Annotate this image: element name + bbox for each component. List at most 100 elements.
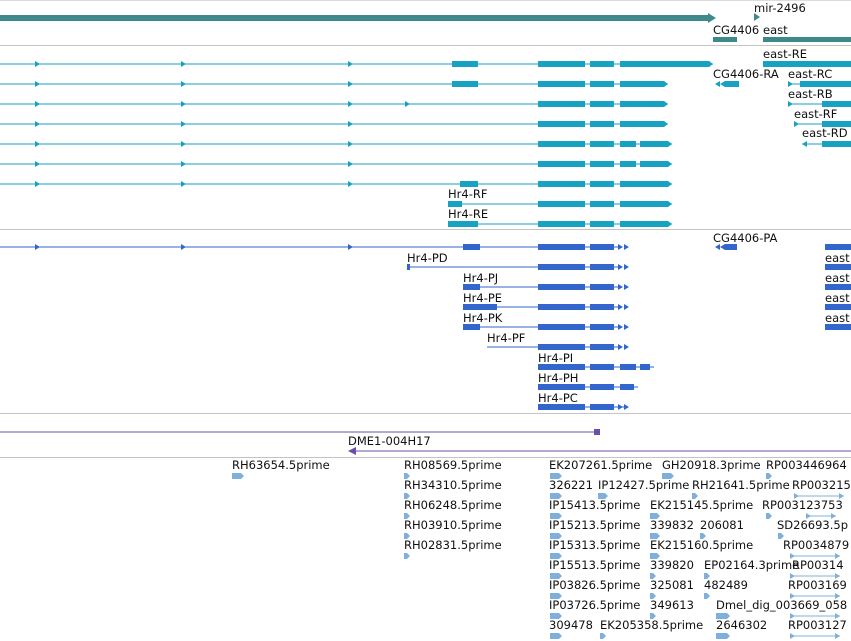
exon-block[interactable] bbox=[590, 101, 614, 107]
exon-block[interactable] bbox=[590, 161, 614, 167]
est-label[interactable]: RH63654.5prime bbox=[232, 458, 330, 472]
protein-label-east[interactable]: east bbox=[825, 271, 850, 285]
est-block[interactable] bbox=[650, 533, 660, 539]
exon-block[interactable] bbox=[538, 121, 585, 127]
est-label[interactable]: IP12427.5prime bbox=[598, 478, 690, 492]
est-label[interactable]: RH02831.5prime bbox=[404, 538, 502, 552]
exon-block[interactable] bbox=[538, 181, 585, 187]
protein-label[interactable]: Hr4-PI bbox=[538, 351, 574, 365]
est-block[interactable] bbox=[550, 553, 562, 559]
est-label[interactable]: RH06248.5prime bbox=[404, 498, 502, 512]
est-label[interactable]: GH20918.3prime bbox=[662, 458, 761, 472]
est-label[interactable]: RP003127 bbox=[788, 618, 847, 632]
protein-label[interactable]: Hr4-PD bbox=[407, 251, 448, 265]
est-block[interactable] bbox=[704, 593, 710, 599]
transcript-label[interactable]: Hr4-RF bbox=[448, 187, 488, 201]
est-label[interactable]: RH21641.5prime bbox=[692, 478, 790, 492]
cg4406-gene-feature[interactable] bbox=[713, 37, 737, 42]
cds-block[interactable] bbox=[538, 364, 585, 370]
cds-block[interactable] bbox=[538, 244, 585, 250]
protein-label[interactable]: Hr4-PE bbox=[463, 291, 503, 305]
transcript-label[interactable]: east-RF bbox=[794, 107, 838, 121]
transcript-label[interactable]: east-RD bbox=[802, 126, 848, 140]
exon-block[interactable] bbox=[620, 81, 668, 87]
est-block[interactable] bbox=[404, 473, 410, 479]
cds-block[interactable] bbox=[590, 304, 614, 310]
east-gene-feature[interactable] bbox=[763, 37, 851, 42]
est-block[interactable] bbox=[650, 553, 660, 559]
cds-block[interactable] bbox=[590, 384, 614, 390]
cds-block[interactable] bbox=[538, 384, 585, 390]
exon-block[interactable] bbox=[538, 81, 585, 87]
exon-block[interactable] bbox=[590, 141, 614, 147]
cds-block[interactable] bbox=[590, 344, 614, 350]
est-label[interactable]: IP15313.5prime bbox=[549, 538, 641, 552]
est-block[interactable] bbox=[550, 473, 562, 479]
est-label[interactable]: SD26693.5p bbox=[777, 518, 849, 532]
est-label[interactable]: 339820 bbox=[650, 558, 694, 572]
est-block[interactable] bbox=[550, 613, 562, 619]
exon-block[interactable] bbox=[620, 181, 672, 187]
east-cds-block[interactable] bbox=[825, 324, 851, 330]
cds-block[interactable] bbox=[620, 364, 636, 370]
exon-block[interactable] bbox=[620, 161, 636, 167]
feature-label-mir[interactable]: mir-2496 bbox=[754, 1, 806, 15]
east-cds-block[interactable] bbox=[825, 284, 851, 290]
exon-block[interactable] bbox=[620, 221, 672, 227]
est-block[interactable] bbox=[700, 533, 706, 539]
est-block[interactable] bbox=[662, 473, 674, 479]
protein-label[interactable]: Hr4-PH bbox=[538, 371, 579, 385]
protein-label-east[interactable]: east bbox=[825, 291, 850, 305]
cds-block[interactable] bbox=[538, 304, 585, 310]
est-label[interactable]: IP03826.5prime bbox=[549, 578, 641, 592]
est-block[interactable] bbox=[550, 493, 562, 499]
exon-block[interactable] bbox=[452, 61, 478, 67]
transcript-label[interactable]: east-RC bbox=[788, 67, 833, 81]
est-block[interactable] bbox=[716, 633, 730, 639]
clone-label[interactable]: DME1-004H17 bbox=[348, 434, 431, 448]
cds-block[interactable] bbox=[590, 404, 614, 410]
protein-label-east[interactable]: east bbox=[825, 251, 850, 265]
cds-block[interactable] bbox=[538, 324, 585, 330]
est-block[interactable] bbox=[650, 593, 656, 599]
cg4406-pa-cds[interactable] bbox=[725, 244, 737, 250]
est-label[interactable]: RH08569.5prime bbox=[404, 458, 502, 472]
exon-block[interactable] bbox=[620, 121, 668, 127]
est-label[interactable]: RP003123753 bbox=[762, 498, 843, 512]
est-block[interactable] bbox=[600, 633, 606, 639]
exon-block[interactable] bbox=[590, 201, 614, 207]
est-label[interactable]: 339832 bbox=[650, 518, 694, 532]
exon-block[interactable] bbox=[460, 181, 478, 187]
cds-block[interactable] bbox=[590, 324, 614, 330]
cds-block[interactable] bbox=[538, 284, 585, 290]
exon-block[interactable] bbox=[822, 101, 851, 107]
est-block[interactable] bbox=[550, 573, 562, 579]
est-block[interactable] bbox=[404, 553, 410, 559]
est-block[interactable] bbox=[692, 493, 698, 499]
est-block[interactable] bbox=[704, 573, 710, 579]
exon-block[interactable] bbox=[538, 61, 585, 67]
exon-block[interactable] bbox=[822, 121, 851, 127]
east-cds-block[interactable] bbox=[825, 304, 851, 310]
est-label[interactable]: RP00314 bbox=[792, 558, 844, 572]
exon-block[interactable] bbox=[590, 181, 614, 187]
cg4406-ra-exon[interactable] bbox=[725, 81, 739, 87]
exon-block[interactable] bbox=[452, 81, 478, 87]
est-block[interactable] bbox=[766, 473, 772, 479]
est-block[interactable] bbox=[404, 533, 410, 539]
cds-block[interactable] bbox=[590, 284, 614, 290]
exon-block[interactable] bbox=[620, 101, 668, 107]
exon-block[interactable] bbox=[590, 121, 614, 127]
est-block[interactable] bbox=[404, 493, 410, 499]
cds-block[interactable] bbox=[538, 344, 585, 350]
cds-block[interactable] bbox=[463, 304, 497, 310]
cds-block[interactable] bbox=[538, 404, 585, 410]
est-block[interactable] bbox=[650, 613, 656, 619]
est-label[interactable]: IP03726.5prime bbox=[549, 598, 641, 612]
est-label[interactable]: 2646302 bbox=[716, 618, 768, 632]
exon-block[interactable] bbox=[640, 161, 672, 167]
est-label[interactable]: RP003446964 bbox=[766, 458, 847, 472]
est-label[interactable]: 309478 bbox=[549, 618, 593, 632]
protein-label[interactable]: Hr4-PJ bbox=[463, 271, 499, 285]
est-label[interactable]: 349613 bbox=[650, 598, 694, 612]
